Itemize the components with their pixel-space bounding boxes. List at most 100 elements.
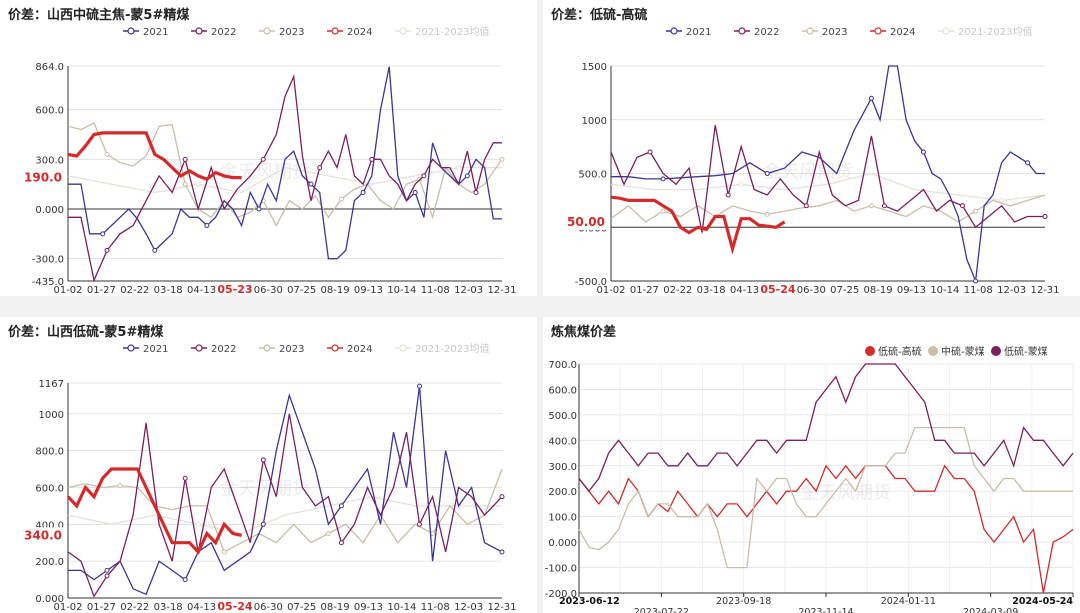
x-tick-label: 09-13 [354,285,383,296]
series-point [960,203,966,209]
x-tick-label: 2024-01-11 [881,596,936,607]
series-point [104,573,110,579]
y-tick-label: -200.0 [545,589,577,600]
x-tick-label-highlight: 05-23 [217,283,252,296]
series-point [317,165,323,171]
x-tick-label: 04-13 [730,285,759,296]
latest-value-bg [24,169,64,186]
y-tick-label: 0.000 [548,538,577,549]
x-tick-label: 2024-05-24 [1012,596,1073,607]
x-tick-label: 03-18 [697,285,726,296]
y-tick-label: 0.000 [35,205,64,216]
series-line-2021-2023均值 [610,172,1046,202]
legend-label: 2023 [279,27,304,38]
series-point [369,156,375,162]
legend-marker [399,344,407,352]
watermark: 金天风期货 [220,162,310,183]
latest-value-label: 50.00 [567,215,605,229]
x-tick-label: 01-27 [87,602,116,613]
panel-4: 炼焦煤价差 低硫-高硫 中硫-蒙煤 低硫-蒙煤 -200.0 -100.0 0.000 10… [543,317,1080,613]
x-tick-label: 06-30 [254,285,283,296]
y-tick-label: 500.0 [578,170,607,181]
x-tick-label: 01-27 [87,285,116,296]
series-line-2024 [67,131,242,182]
panel-3: 价差：山西低硫-蒙5#精煤 2021 2022 2023 2024 2021-2023均… [0,317,537,613]
legend-label: 中硫-蒙煤 [941,345,985,358]
series-point [499,549,505,555]
x-tick-label: 11-08 [421,285,450,296]
watermark: 金天风期货 [763,162,853,183]
legend-marker [928,346,938,356]
series-line-2021 [68,386,503,596]
legend-label: 低硫-高硫 [878,345,922,358]
panel-2: 价差：低硫-高硫 2021 2022 2023 2024 2021-2023均值 -500… [543,0,1080,296]
series-point [182,577,188,583]
legend-label: 2023 [822,27,847,38]
watermark: 金天风期货 [801,483,891,504]
legend-label: 2021 [686,27,711,38]
series-point [1025,160,1031,166]
y-tick-label: 600.0 [548,385,577,396]
series-point [100,231,106,237]
y-tick-label: 0.000 [35,594,64,605]
x-tick-label: 2023-09-18 [716,596,771,607]
legend-label: 2022 [211,27,236,38]
legend-marker [670,27,678,35]
x-tick-label: 11-08 [421,602,450,613]
y-tick-label: 100.0 [548,513,577,524]
legend-label: 2021-2023均值 [415,25,490,38]
series-point [221,549,227,555]
series-point [764,211,770,217]
x-tick-label: 12-31 [1030,285,1059,296]
x-tick-label: 2023-11-14 [798,607,853,613]
series-point [152,247,158,253]
latest-value-bg [24,527,64,544]
series-point [973,278,979,284]
legend-label: 2021 [143,344,168,355]
x-tick-label: 07-25 [830,285,859,296]
x-tick-label: 09-13 [897,285,926,296]
series-point [182,156,188,162]
legend-marker [195,27,203,35]
latest-value-bg [567,213,607,230]
legend-label: 2024 [890,27,915,38]
y-tick-label: 600.0 [35,106,64,117]
legend-marker [399,27,407,35]
x-tick-label: 2023-07-22 [634,607,689,613]
y-tick-label: 400.0 [35,520,64,531]
x-tick-label: 12-31 [487,285,516,296]
x-tick-label: 10-14 [387,285,416,296]
series-point [417,383,423,389]
y-tick-label: 600.0 [35,483,64,494]
series-line-2023 [610,194,1046,223]
x-tick-label-highlight: 05-24 [760,283,796,296]
legend-label: 2021-2023均值 [958,25,1033,38]
x-tick-label: 09-13 [354,602,383,613]
x-tick-label: 01-02 [596,285,625,296]
x-tick-label: 12-03 [454,285,483,296]
y-tick-label: -100.0 [545,564,577,575]
series-point [881,203,887,209]
y-tick-label: -500.0 [575,277,607,288]
x-tick-label: 01-02 [53,602,82,613]
x-tick-label: 03-18 [154,602,183,613]
series-line-中硫-蒙煤 [578,426,1073,569]
legend-marker [331,344,339,352]
legend-marker [942,27,950,35]
y-tick-label: 300.0 [548,462,577,473]
x-tick-label: 08-19 [864,285,893,296]
y-tick-label: 400.0 [548,436,577,447]
y-tick-label: 700.0 [548,360,577,371]
series-point [338,503,344,509]
series-line-2021 [611,65,1045,282]
legend-label: 2022 [754,27,779,38]
series-point [104,247,110,253]
x-tick-label: 02-22 [120,285,149,296]
chart-svg: 20212022202320242021-2023均值-500.00.00050… [567,25,1060,296]
x-tick-label: 12-03 [454,602,483,613]
y-tick-label: 1000 [582,116,607,127]
series-point [325,531,331,537]
series-point [999,197,1005,203]
chart-svg: 2021 2022 2023 2024 2021-2023均值 -435.0 -300.0 0… [24,25,517,296]
y-tick-label: -435.0 [32,277,64,288]
